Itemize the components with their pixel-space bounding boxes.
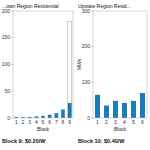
- bar: [113, 101, 118, 118]
- y-tick-label: 100: [2, 61, 11, 67]
- panel: 0 50 100 150 200 123456789 Block ...own Region …: [2, 3, 73, 145]
- title: ...own Region Residential: [2, 3, 59, 9]
- bars: [15, 22, 72, 118]
- bar: [68, 103, 72, 118]
- y-tick-label: 300: [82, 8, 91, 14]
- y-tick: [91, 82, 93, 83]
- cap-bar: [68, 22, 72, 118]
- y-tick-label: 100: [82, 79, 91, 85]
- x-tick-label: 2: [105, 119, 108, 125]
- y-axis-label: MWs: [76, 58, 82, 70]
- x-tick-label: 6: [141, 119, 144, 125]
- bar: [61, 109, 65, 118]
- x-axis-label: Block: [37, 126, 50, 132]
- bar: [48, 115, 52, 118]
- x-tick-label: 1: [96, 119, 99, 125]
- bar: [41, 116, 45, 118]
- y-tick-label: 200: [2, 8, 11, 14]
- x-tick-label: 4: [35, 119, 38, 125]
- x-tick-label: 3: [114, 119, 117, 125]
- footer-note: Block 10: $0.40/W: [78, 138, 125, 144]
- title: Upstate Region Resid...: [78, 3, 131, 9]
- plot-frame: [13, 11, 73, 118]
- x-axis-label: Block: [114, 126, 127, 132]
- y-tick: [91, 46, 93, 47]
- x-tick-label: 1: [15, 119, 18, 125]
- x-tick-label: 9: [68, 119, 71, 125]
- y-tick-label: 0: [7, 115, 10, 121]
- bar: [104, 106, 109, 118]
- bar: [131, 101, 136, 118]
- x-tick-label: 4: [123, 119, 126, 125]
- x-tick-label: 5: [132, 119, 135, 125]
- x-tick-label: 8: [62, 119, 65, 125]
- bar: [140, 93, 145, 118]
- bar: [122, 103, 127, 118]
- plot-frame: [93, 11, 147, 118]
- panel: 0 100 200 300 123456 Block MWs Upstate Region R…: [76, 3, 147, 145]
- x-tick-label: 3: [28, 119, 31, 125]
- chart-root: 050100150200123456789Block...own Region …: [0, 0, 150, 150]
- bar: [55, 113, 59, 118]
- bars: [95, 93, 145, 118]
- x-tick-label: 7: [55, 119, 58, 125]
- y-tick-label: 0: [87, 115, 90, 121]
- y-tick-label: 150: [2, 34, 11, 40]
- y-tick-label: 50: [4, 88, 10, 94]
- y-tick: [91, 118, 93, 119]
- x-tick-label: 2: [22, 119, 25, 125]
- y-tick: [91, 11, 93, 12]
- footer-note: Block 9: $0.20/W: [2, 138, 46, 144]
- y-tick-label: 200: [82, 43, 91, 49]
- bar: [95, 95, 100, 118]
- x-tick-label: 6: [48, 119, 51, 125]
- x-tick-label: 5: [42, 119, 45, 125]
